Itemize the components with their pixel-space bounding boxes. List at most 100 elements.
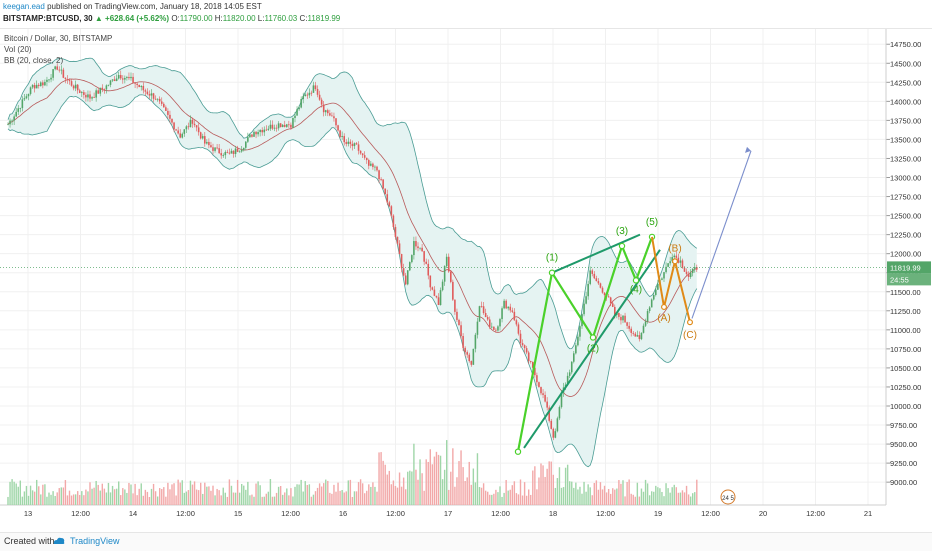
candle-body: [511, 310, 514, 312]
price-chart[interactable]: 9000.00 9250.00 9500.00 9750.00 10000.00 1025…: [0, 29, 932, 519]
candle-body: [130, 76, 132, 79]
chart-area[interactable]: 9000.00 9250.00 9500.00 9750.00 10000.00 1025…: [0, 28, 932, 519]
candle-body: [466, 352, 468, 355]
volume-bar: [423, 490, 425, 505]
candle-body: [409, 262, 411, 271]
projection-point-marker: [660, 303, 667, 310]
y-tick-label: 12250.00: [890, 231, 921, 240]
candle-body: [374, 166, 376, 168]
candle-body: [48, 79, 50, 81]
volume-bar: [534, 466, 536, 505]
x-tick-label: 12:00: [176, 509, 195, 518]
candle-body: [411, 255, 413, 263]
candle-body: [669, 261, 671, 264]
author-link[interactable]: keegan.ead: [3, 2, 45, 11]
volume-bar: [626, 482, 628, 505]
candle-body: [64, 77, 67, 80]
candle-body: [687, 274, 690, 277]
volume-bar: [138, 488, 140, 505]
volume-bar: [587, 484, 589, 505]
candle-body: [599, 283, 602, 288]
high-label: H:: [214, 14, 223, 23]
candle-body: [507, 306, 509, 309]
volume-bar: [279, 486, 282, 505]
candle-body: [306, 94, 309, 96]
volume-bar: [85, 489, 87, 505]
volume-bar: [663, 496, 665, 505]
volume-bar: [646, 483, 649, 505]
volume-bar: [105, 492, 108, 505]
candle-body: [208, 141, 210, 146]
candle-body: [335, 118, 337, 126]
volume-bar: [661, 491, 663, 505]
volume-bar: [364, 493, 366, 505]
candle-body: [25, 96, 28, 99]
candle-body: [169, 114, 171, 119]
volume-bar: [163, 487, 165, 505]
volume-bar: [29, 485, 32, 505]
candle-body: [58, 69, 61, 71]
y-tick-label: 11500.00: [890, 288, 921, 297]
volume-bar: [124, 489, 126, 505]
volume-bar: [400, 486, 403, 505]
volume-bar: [134, 483, 136, 505]
volume-bar: [603, 485, 606, 505]
volume-bar: [255, 483, 257, 505]
candle-body: [308, 92, 311, 96]
candle-body: [294, 115, 296, 119]
candle-body: [177, 130, 179, 134]
event-marker-text: 24 5: [722, 496, 734, 502]
y-tick-label: 13000.00: [890, 174, 921, 183]
bollinger-band-fill: [8, 58, 697, 467]
volume-bar: [585, 491, 587, 505]
candle-body: [638, 335, 641, 340]
candle-body: [232, 150, 235, 154]
candle-body: [570, 361, 573, 373]
candle-body: [189, 119, 192, 128]
volume-bar: [685, 485, 688, 505]
candle-body: [107, 84, 110, 86]
volume-bar: [499, 486, 501, 505]
candle-body: [484, 312, 487, 318]
candle-body: [359, 150, 362, 154]
legend-bollinger[interactable]: BB (20, close, 2): [4, 56, 64, 65]
candle-body: [527, 352, 530, 362]
volume-bar: [491, 494, 493, 505]
candle-body: [320, 99, 323, 105]
candle-body: [673, 255, 676, 258]
legend-volume[interactable]: Vol (20): [4, 45, 32, 54]
candle-body: [216, 147, 218, 149]
candle-body: [677, 257, 680, 263]
wave-point-marker: [548, 269, 556, 276]
candle-body: [327, 110, 329, 114]
y-tick-label: 9500.00: [890, 440, 917, 449]
candle-body: [324, 110, 327, 113]
candle-body: [560, 392, 563, 408]
volume-bar: [612, 488, 614, 505]
volume-bar: [523, 482, 526, 505]
candle-body: [372, 163, 374, 168]
y-tick-label: 10500.00: [890, 364, 921, 373]
candle-body: [62, 69, 65, 78]
candle-body: [267, 128, 270, 130]
up-arrow-icon: ▲: [94, 14, 103, 23]
candle-body: [495, 329, 497, 331]
candle-body: [515, 320, 518, 325]
volume-bar: [528, 489, 530, 505]
candle-body: [529, 361, 532, 362]
volume-bar: [19, 480, 21, 505]
volume-bar: [13, 481, 15, 505]
volume-bar: [91, 488, 93, 505]
volume-bar: [316, 487, 319, 505]
tradingview-brand[interactable]: TradingView: [70, 536, 120, 546]
volume-bar: [234, 492, 237, 505]
volume-bar: [273, 496, 276, 505]
projection-label: (B): [668, 243, 681, 254]
volume-bar: [571, 481, 573, 505]
candle-body: [212, 147, 214, 151]
volume-bar: [478, 487, 481, 505]
volume-bar: [415, 469, 417, 505]
volume-bar: [419, 459, 421, 505]
volume-bar: [443, 469, 446, 505]
candle-body: [415, 241, 417, 247]
